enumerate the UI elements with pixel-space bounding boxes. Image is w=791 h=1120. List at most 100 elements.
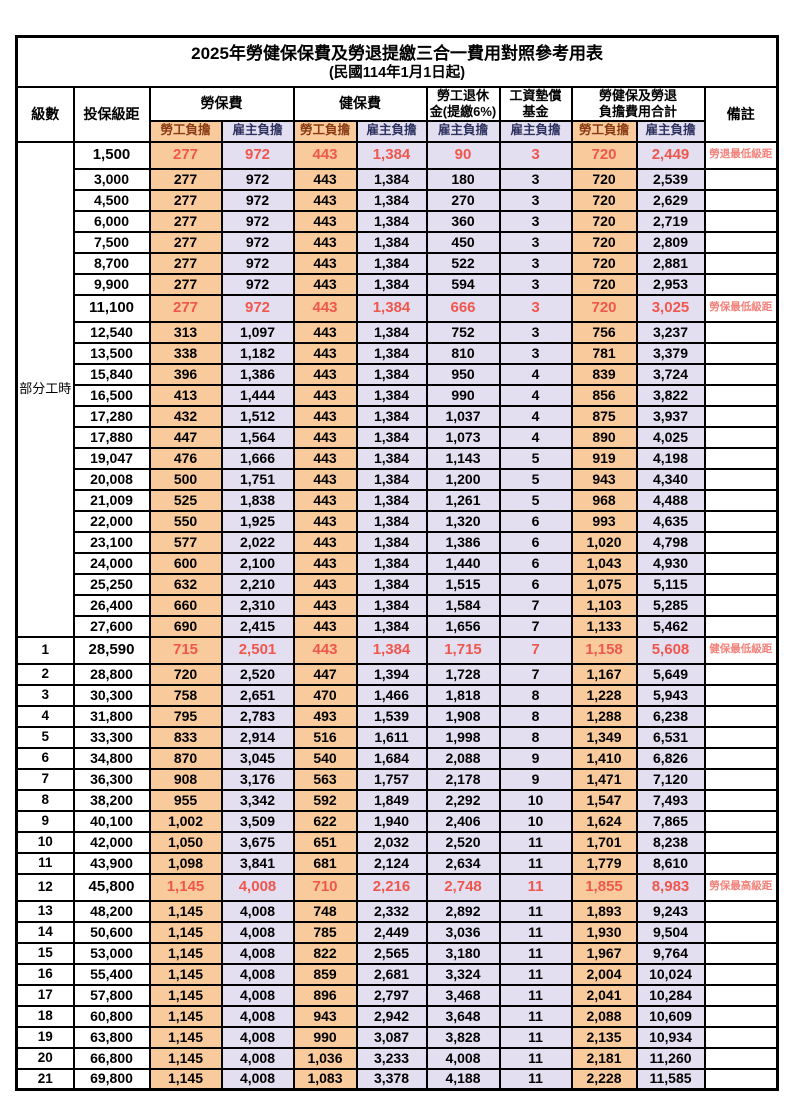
value-cell: 1,145: [148, 1046, 223, 1070]
value-cell: 3,036: [425, 920, 501, 944]
bracket-cell: 22,000: [72, 509, 151, 533]
value-cell: 4,798: [635, 530, 706, 554]
value-cell: 972: [220, 230, 295, 254]
value-cell: 443: [292, 530, 358, 554]
level-cell: 1: [15, 635, 75, 665]
value-cell: 3: [498, 140, 573, 170]
value-cell: 1,384: [355, 188, 428, 212]
remark-cell: [703, 341, 779, 365]
wage-fund-line2: 基金: [522, 103, 549, 119]
value-cell: 277: [148, 230, 223, 254]
value-cell: 758: [148, 683, 223, 707]
value-cell: 2,135: [570, 1025, 638, 1049]
value-cell: 277: [148, 293, 223, 323]
value-cell: 681: [292, 851, 358, 875]
value-cell: 2,629: [635, 188, 706, 212]
value-cell: 6: [498, 509, 573, 533]
remark-cell: [703, 593, 779, 617]
bracket-cell: 1,500: [72, 140, 151, 170]
value-cell: 7,865: [635, 809, 706, 833]
value-cell: 592: [292, 788, 358, 812]
remark-cell: [703, 509, 779, 533]
remark-cell: [703, 551, 779, 575]
value-cell: 2,651: [220, 683, 295, 707]
value-cell: 1,547: [570, 788, 638, 812]
remark-cell: [703, 383, 779, 407]
value-cell: 1,050: [148, 830, 223, 854]
col-header-remark: 備註: [703, 85, 779, 143]
value-cell: 8: [498, 683, 573, 707]
value-cell: 7,493: [635, 788, 706, 812]
value-cell: 1,386: [425, 530, 501, 554]
value-cell: 443: [292, 614, 358, 638]
page-title: 2025年勞健保保費及勞退提繳三合一費用對照參考用表: [191, 43, 603, 63]
value-cell: 6: [498, 551, 573, 575]
value-cell: 1,043: [570, 551, 638, 575]
value-cell: 11: [498, 962, 573, 986]
level-cell: 8: [15, 788, 75, 812]
bracket-cell: 23,100: [72, 530, 151, 554]
value-cell: 1,384: [355, 320, 428, 344]
bracket-cell: 31,800: [72, 704, 151, 728]
value-cell: 9,764: [635, 941, 706, 965]
value-cell: 720: [570, 293, 638, 323]
value-cell: 1,908: [425, 704, 501, 728]
value-cell: 1,384: [355, 425, 428, 449]
value-cell: 972: [220, 272, 295, 296]
table-row: 部分工時 1,500 277 972 443 1,384 90 3 720 2,449 勞退最低級距: [15, 140, 779, 638]
value-cell: 11: [498, 920, 573, 944]
value-cell: 3,087: [355, 1025, 428, 1049]
table-row: 8 38,200 955 3,342 592 1,849 2,292 10 1,547 7,493: [15, 788, 779, 812]
table-row: 7 36,300 908 3,176 563 1,757 2,178 9 1,471 7,120: [15, 767, 779, 791]
value-cell: 1,228: [570, 683, 638, 707]
value-cell: 720: [570, 209, 638, 233]
value-cell: 470: [292, 683, 358, 707]
table-row: 20,008 500 1,751 443 1,384 1,200 5 943 4,340: [17, 467, 779, 491]
value-cell: 2,124: [355, 851, 428, 875]
subheader-pension-employer: 雇主負擔: [425, 119, 501, 143]
value-cell: 1,410: [570, 746, 638, 770]
value-cell: 1,751: [220, 467, 295, 491]
bracket-cell: 13,500: [72, 341, 151, 365]
value-cell: 3,324: [425, 962, 501, 986]
table-row: 27,600 690 2,415 443 1,384 1,656 7 1,133 5,462: [17, 614, 779, 638]
value-cell: 972: [220, 140, 295, 170]
value-cell: 1,384: [355, 635, 428, 665]
value-cell: 525: [148, 488, 223, 512]
value-cell: 955: [148, 788, 223, 812]
value-cell: 1,145: [148, 899, 223, 923]
bracket-cell: 57,800: [72, 983, 151, 1007]
value-cell: 11: [498, 851, 573, 875]
remark-cell: [703, 941, 779, 965]
value-cell: 5,649: [635, 662, 706, 686]
value-cell: 4,025: [635, 425, 706, 449]
value-cell: 859: [292, 962, 358, 986]
value-cell: 443: [292, 251, 358, 275]
value-cell: 2,449: [635, 140, 706, 170]
value-cell: 432: [148, 404, 223, 428]
value-cell: 3,468: [425, 983, 501, 1007]
value-cell: 2,415: [220, 614, 295, 638]
value-cell: 3,025: [635, 293, 706, 323]
value-cell: 1,849: [355, 788, 428, 812]
value-cell: 3: [498, 293, 573, 323]
value-cell: 8: [498, 704, 573, 728]
part-time-label-cell: 部分工時: [15, 140, 75, 638]
value-cell: 1,855: [570, 872, 638, 902]
value-cell: 3,841: [220, 851, 295, 875]
value-cell: 710: [292, 872, 358, 902]
value-cell: 277: [148, 209, 223, 233]
remark-cell: [703, 530, 779, 554]
value-cell: 338: [148, 341, 223, 365]
table-row: 17 57,800 1,145 4,008 896 2,797 3,468 11 2,041 10…: [15, 983, 779, 1007]
value-cell: 5,285: [635, 593, 706, 617]
table-row: 19 63,800 1,145 4,008 990 3,087 3,828 11 2,135 10…: [15, 1025, 779, 1049]
value-cell: 781: [570, 341, 638, 365]
value-cell: 1,539: [355, 704, 428, 728]
value-cell: 1,818: [425, 683, 501, 707]
bracket-cell: 55,400: [72, 962, 151, 986]
remark-cell: [703, 809, 779, 833]
value-cell: 943: [292, 1004, 358, 1028]
value-cell: 2,292: [425, 788, 501, 812]
bracket-cell: 9,900: [72, 272, 151, 296]
